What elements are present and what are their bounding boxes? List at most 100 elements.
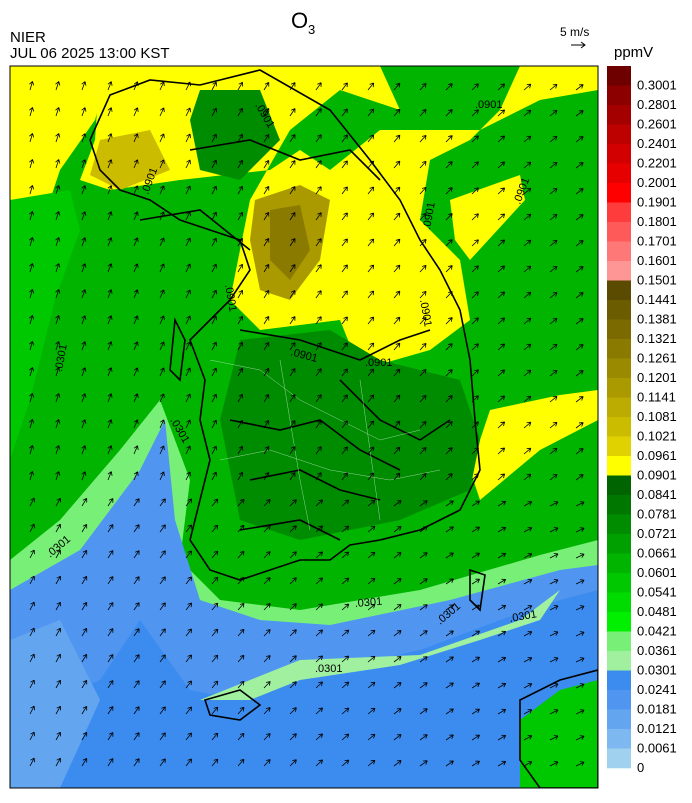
wind-arrow (471, 187, 479, 195)
colorbar-box (607, 729, 631, 749)
wind-arrow (55, 731, 62, 741)
wind-arrow (549, 501, 559, 507)
wind-arrow (289, 499, 297, 507)
wind-arrow (107, 550, 114, 559)
wind-arrow (549, 187, 558, 195)
wind-arrow (159, 367, 165, 377)
wind-arrow (263, 82, 270, 91)
wind-arrow (341, 551, 350, 559)
colorbar-label: 0.0781 (637, 507, 677, 522)
wind-arrow (237, 419, 244, 429)
wind-arrow (29, 211, 35, 221)
wind-arrow (237, 159, 244, 169)
wind-arrow (29, 289, 35, 299)
wind-arrow (81, 757, 88, 767)
wind-arrow (549, 369, 558, 377)
title: O (291, 8, 308, 33)
wind-arrow (471, 317, 479, 325)
colorbar-box (607, 124, 631, 145)
colorbar-box (607, 222, 631, 242)
wind-arrow (263, 629, 271, 637)
wind-arrow (549, 631, 559, 637)
wind-arrow (315, 655, 323, 663)
wind-arrow (367, 525, 376, 533)
wind-arrow (289, 551, 297, 559)
wind-arrow (185, 159, 191, 169)
wind-arrow (263, 316, 270, 325)
wind-arrow (523, 421, 532, 429)
wind-arrow (315, 316, 322, 325)
wind-arrow (289, 472, 296, 481)
colorbar-label: 0.0421 (637, 624, 677, 639)
colorbar-label: 0.3001 (637, 78, 677, 93)
wind-arrow (237, 237, 244, 247)
wind-arrow (497, 265, 506, 273)
wind-arrow (445, 369, 453, 377)
wind-arrow (419, 760, 428, 767)
wind-arrow (445, 734, 454, 741)
wind-arrow (211, 81, 217, 91)
wind-arrow (185, 576, 192, 585)
wind-arrow (419, 238, 427, 247)
wind-arrow (263, 290, 270, 299)
wind-arrow (575, 683, 585, 689)
contour-label: .0901 (421, 201, 438, 230)
wind-arrow (185, 81, 191, 91)
colorbar-label: 0.0841 (637, 487, 677, 502)
wind-arrow (341, 420, 348, 429)
wind-arrow (315, 707, 323, 715)
wind-arrow (107, 185, 113, 195)
wind-arrow (445, 656, 454, 663)
wind-arrow (419, 734, 428, 741)
colorbar-box (607, 612, 631, 632)
wind-arrow (341, 82, 348, 91)
wind-arrow (419, 82, 427, 91)
wind-arrow (55, 107, 61, 117)
wind-arrow (523, 213, 532, 221)
wind-arrow (393, 108, 401, 117)
wind-arrow (211, 211, 217, 221)
wind-arrow (263, 212, 270, 221)
wind-arrow (211, 524, 219, 533)
wind-arrow (29, 523, 35, 533)
wind-arrow (471, 447, 479, 455)
wind-arrow (393, 264, 401, 273)
wind-arrow (549, 579, 559, 585)
wind-arrow (393, 316, 401, 325)
colorbar-label: 0.1441 (637, 292, 677, 307)
wind-arrow (159, 602, 166, 611)
wind-arrow (393, 760, 402, 767)
wind-arrow (315, 472, 322, 481)
wind-arrow (523, 161, 532, 169)
wind-arrow (237, 654, 245, 663)
wind-arrow (315, 108, 322, 117)
wind-arrow (81, 185, 87, 195)
colorbar-label: 0.0481 (637, 604, 677, 619)
wind-arrow (497, 500, 507, 507)
wind-arrow (289, 759, 297, 767)
colorbar-box (607, 300, 631, 320)
wind-arrow (289, 238, 296, 247)
wind-arrow (159, 341, 165, 351)
map: .0901.0901.0901.0901.0901.0901.0901.0901… (10, 66, 598, 788)
wind-arrow (211, 680, 219, 689)
wind-arrow (497, 317, 506, 325)
wind-arrow (471, 135, 479, 143)
title-subscript: 3 (308, 22, 315, 37)
wind-arrow (315, 551, 323, 559)
wind-arrow (549, 343, 558, 351)
wind-arrow (471, 656, 480, 663)
wind-arrow (315, 733, 323, 741)
wind-arrow (367, 342, 375, 351)
wind-arrow (133, 471, 139, 481)
wind-arrow (471, 526, 480, 533)
wind-arrow (341, 629, 350, 637)
wind-arrow (393, 578, 402, 585)
colorbar-box (607, 183, 631, 203)
wind-arrow (445, 109, 453, 117)
wind-arrow (159, 706, 166, 715)
wind-arrow (289, 134, 296, 143)
wind-arrow (81, 575, 88, 585)
wind-arrow (133, 732, 140, 741)
colorbar-label: 0.2001 (637, 175, 677, 190)
